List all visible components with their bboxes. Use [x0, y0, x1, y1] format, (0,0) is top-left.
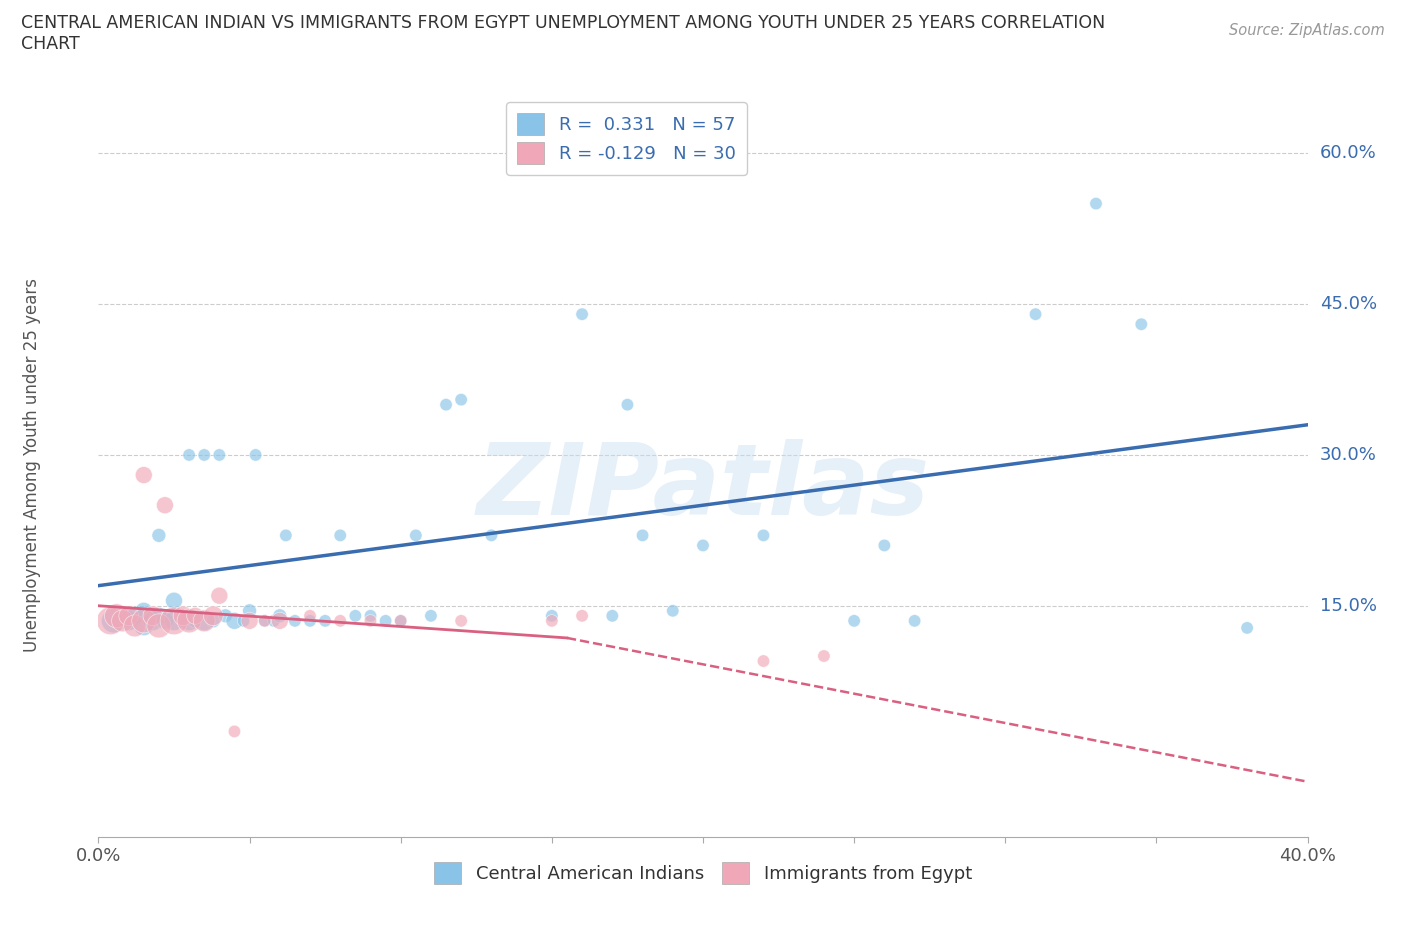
- Point: [420, 608, 443, 623]
- Point: [208, 589, 231, 604]
- Point: [184, 614, 207, 629]
- Point: [111, 608, 134, 623]
- Point: [873, 538, 896, 552]
- Point: [1024, 307, 1046, 322]
- Point: [224, 724, 246, 738]
- Point: [111, 614, 134, 629]
- Point: [153, 498, 176, 512]
- Point: [450, 392, 472, 407]
- Point: [132, 614, 155, 629]
- Point: [193, 614, 215, 629]
- Point: [299, 614, 322, 629]
- Point: [142, 608, 165, 623]
- Point: [360, 608, 382, 623]
- Point: [148, 618, 170, 633]
- Point: [571, 307, 593, 322]
- Point: [661, 604, 683, 618]
- Point: [329, 614, 352, 629]
- Point: [172, 608, 194, 623]
- Point: [374, 614, 396, 629]
- Text: CHART: CHART: [21, 35, 80, 53]
- Point: [163, 614, 186, 629]
- Point: [434, 397, 457, 412]
- Point: [193, 447, 215, 462]
- Point: [616, 397, 638, 412]
- Point: [172, 608, 194, 623]
- Text: 15.0%: 15.0%: [1320, 597, 1376, 615]
- Text: 60.0%: 60.0%: [1320, 144, 1376, 163]
- Point: [239, 604, 262, 618]
- Point: [904, 614, 927, 629]
- Point: [148, 528, 170, 543]
- Point: [132, 604, 155, 618]
- Point: [540, 614, 562, 629]
- Point: [329, 528, 352, 543]
- Point: [163, 614, 186, 629]
- Text: ZIPatlas: ZIPatlas: [477, 439, 929, 536]
- Point: [103, 614, 125, 629]
- Point: [124, 618, 146, 633]
- Point: [752, 528, 775, 543]
- Point: [202, 614, 225, 629]
- Legend: Central American Indians, Immigrants from Egypt: Central American Indians, Immigrants fro…: [427, 855, 979, 891]
- Point: [540, 608, 562, 623]
- Point: [208, 447, 231, 462]
- Point: [269, 608, 291, 623]
- Text: Source: ZipAtlas.com: Source: ZipAtlas.com: [1229, 23, 1385, 38]
- Point: [450, 614, 472, 629]
- Point: [389, 614, 412, 629]
- Point: [692, 538, 714, 552]
- Point: [253, 614, 276, 629]
- Point: [105, 608, 128, 623]
- Point: [1085, 196, 1108, 211]
- Point: [118, 608, 141, 623]
- Point: [263, 614, 285, 629]
- Point: [193, 614, 215, 629]
- Point: [184, 608, 207, 623]
- Point: [239, 614, 262, 629]
- Point: [631, 528, 654, 543]
- Point: [314, 614, 336, 629]
- Point: [202, 608, 225, 623]
- Point: [844, 614, 866, 629]
- Point: [602, 608, 624, 623]
- Point: [118, 614, 141, 629]
- Text: 30.0%: 30.0%: [1320, 446, 1376, 464]
- Point: [813, 648, 835, 663]
- Point: [163, 593, 186, 608]
- Point: [153, 614, 176, 629]
- Text: 45.0%: 45.0%: [1320, 295, 1376, 313]
- Point: [284, 614, 307, 629]
- Point: [100, 614, 122, 629]
- Point: [571, 608, 593, 623]
- Point: [752, 654, 775, 669]
- Point: [148, 608, 170, 623]
- Point: [253, 614, 276, 629]
- Text: Unemployment Among Youth under 25 years: Unemployment Among Youth under 25 years: [22, 278, 41, 652]
- Point: [214, 608, 236, 623]
- Point: [179, 447, 201, 462]
- Point: [245, 447, 267, 462]
- Point: [405, 528, 427, 543]
- Point: [224, 614, 246, 629]
- Point: [299, 608, 322, 623]
- Point: [124, 608, 146, 623]
- Point: [1236, 620, 1258, 635]
- Point: [389, 614, 412, 629]
- Point: [132, 618, 155, 633]
- Point: [179, 614, 201, 629]
- Point: [132, 468, 155, 483]
- Point: [232, 614, 254, 629]
- Point: [274, 528, 297, 543]
- Point: [360, 614, 382, 629]
- Point: [142, 614, 165, 629]
- Point: [269, 614, 291, 629]
- Point: [179, 614, 201, 629]
- Point: [344, 608, 367, 623]
- Text: CENTRAL AMERICAN INDIAN VS IMMIGRANTS FROM EGYPT UNEMPLOYMENT AMONG YOUTH UNDER : CENTRAL AMERICAN INDIAN VS IMMIGRANTS FR…: [21, 14, 1105, 32]
- Point: [1130, 317, 1153, 332]
- Point: [481, 528, 503, 543]
